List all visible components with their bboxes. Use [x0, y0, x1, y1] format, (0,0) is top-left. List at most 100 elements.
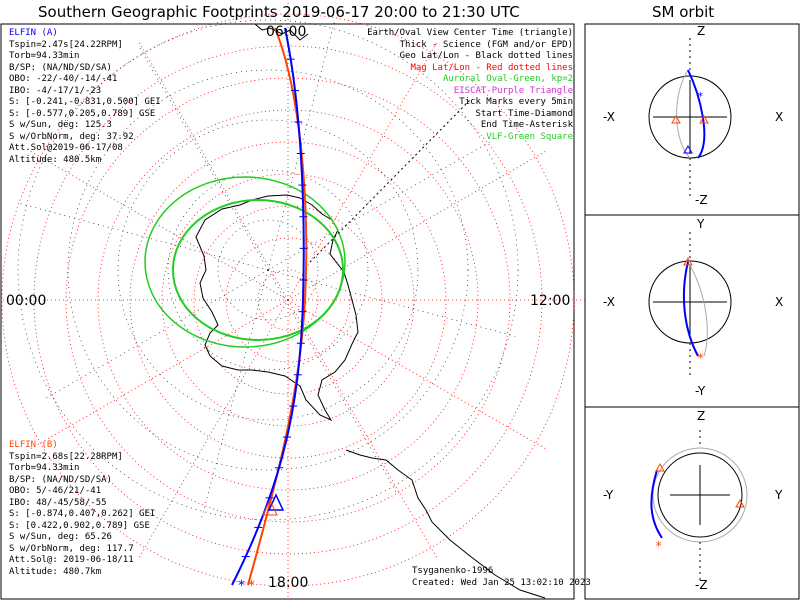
africa-coastline [254, 23, 309, 41]
sm-panel-1-left: -X [603, 110, 615, 124]
elfin-a-line: S w/OrbNorm, deg: 37.92 [9, 131, 134, 142]
geo-longitude-line [42, 269, 269, 401]
sm-panel-2-bottom: -Y [695, 384, 706, 398]
sm-panel-2-left: -X [603, 295, 615, 309]
elfin-a-line: IBO: -4/-17/1/-23 [9, 85, 102, 96]
antarctica-coastline [195, 194, 359, 422]
elfin-b-lines: Tspin=2.68s[22.28RPM] Torb=94.33min B/SP: … [9, 452, 155, 579]
mag-latitude-ring [1, 13, 575, 587]
sm-panel-2-graphics: * [648, 232, 732, 378]
sm-panel-3-bottom: -Z [695, 578, 708, 592]
sm-orbit-title: SM orbit [652, 3, 715, 21]
elfin-a-line: B/SP: (NA/ND/SD/SA) [9, 62, 112, 73]
elfin-b-line: Att.Sol@: 2019-06-18/11 [9, 555, 134, 565]
sm-panel-2-right: X [775, 295, 784, 309]
legend-item: End Time-Asterisk [480, 120, 573, 130]
legend-item: VLF-Green Square [486, 131, 573, 142]
geo-latitude-ring [217, 219, 319, 321]
legend-item: Earth/Oval View Center Time (triangle) [367, 28, 573, 38]
elfin-b-line: S w/OrbNorm, deg: 117.7 [9, 543, 134, 554]
sm-frame [584, 23, 800, 600]
time-label-bottom: 18:00 [268, 575, 309, 591]
mag-longitude-line [27, 149, 289, 301]
legend-item: Thick - Science (FGM and/or EPD) [399, 39, 573, 50]
geo-latitude-ring [117, 119, 419, 421]
elfin-b-line: B/SP: (NA/ND/SD/SA) [9, 474, 112, 485]
elfin-b-track [247, 27, 308, 586]
sm-panel-1-right: X [775, 110, 784, 124]
elfin-b-line: Altitude: 480.7km [9, 566, 102, 577]
legend-item: Start Time-Diamond [475, 108, 573, 119]
auroral-oval-outer [144, 176, 346, 348]
elfin-b-end-asterisk: * [248, 578, 255, 594]
mag-latitude-ring [129, 141, 447, 459]
auroral-ovals [144, 176, 346, 348]
time-label-top: 06:00 [266, 24, 307, 40]
elfin-a-info: ELFIN (A) Tspin=2.47s[24.22RPM] Torb=94.3… [9, 28, 161, 166]
geo-longitude-line [267, 139, 494, 271]
elfin-a-track [231, 27, 305, 586]
geo-latitude-ring [67, 69, 469, 471]
elfin-a-center-triangle [267, 493, 285, 511]
geo-latitude-ring [167, 169, 369, 371]
map-frame [0, 23, 575, 600]
sm-orbit-panels: * * [648, 38, 748, 580]
elfin-a-line: S: [-0.241,-0.831,0.500] GEI [9, 97, 161, 107]
elfin-a-line: Att.Sol@2019-06-17/08 [9, 143, 123, 153]
elfin-b-line: S w/Sun, deg: 65.26 [9, 532, 112, 542]
figure-title: Southern Geographic Footprints 2019-06-1… [38, 3, 520, 21]
legend-item: Tick Marks every 5min [459, 97, 573, 107]
credits-created: Created: Wed Jan 25 13:02:10 2023 [412, 578, 591, 588]
sm-panel-3-top: Z [697, 409, 706, 423]
elfin-b-line: Torb=94.33min [9, 463, 80, 473]
elfin-b-center-triangle [262, 498, 278, 516]
sm-panel-3-graphics: * [650, 430, 748, 580]
elfin-b-line: IBO: 48/-45/58/-55 [9, 497, 107, 508]
legend: Earth/Oval View Center Time (triangle) Th… [367, 28, 573, 143]
elfin-b-line: S: [-0.874,0.407,0.262] GEI [9, 509, 156, 519]
svg-text:*: * [697, 90, 704, 103]
elfin-a-name: ELFIN (A) [9, 28, 58, 38]
mag-latitude-ring [225, 237, 351, 363]
geo-latitude-ring [17, 19, 519, 521]
auroral-oval-inner [172, 199, 344, 341]
svg-text:*: * [655, 539, 662, 553]
sm-panel-1-top: Z [697, 24, 706, 38]
sm-panel-1-graphics: * [648, 38, 732, 196]
mag-longitude-line [287, 149, 549, 301]
south-america-coastline [345, 449, 546, 599]
elfin-a-line: Tspin=2.47s[24.22RPM] [9, 39, 123, 50]
elfin-b-line: Tspin=2.68s[22.28RPM] [9, 451, 123, 462]
legend-item: Geo Lat/Lon - Black dotted lines [399, 51, 573, 61]
mag-latitude-ring [97, 109, 479, 491]
geo-longitude-line [16, 202, 269, 271]
mag-longitude-line [287, 299, 549, 451]
mag-longitude-line [27, 299, 289, 451]
elfin-a-tick-marks [241, 58, 308, 557]
elfin-b-line: OBO: 5/-46/21/-41 [9, 486, 102, 496]
elfin-a-line: S: [-0.577,0.205,0.789] GSE [9, 108, 156, 119]
geo-longitude-line [267, 269, 399, 496]
elfin-a-line: Altitude: 480.5km [9, 154, 102, 165]
mag-longitude-line [287, 299, 439, 561]
sm-panel-3-left: -Y [603, 488, 614, 502]
legend-item: Auroral Oval-Green, kp=2 [442, 74, 573, 84]
time-label-right: 12:00 [530, 293, 571, 309]
elfin-a-line: OBO: -22/-40/-14/-41 [9, 74, 118, 84]
legend-item: Mag Lat/Lon - Red dotted lines [410, 62, 573, 73]
time-label-left: 00:00 [6, 293, 47, 309]
mag-latitude-ring [193, 205, 383, 395]
elfin-a-line: Torb=94.33min [9, 51, 80, 61]
elfin-a-lines: Tspin=2.47s[24.22RPM] Torb=94.33min B/SP: … [9, 40, 161, 167]
elfin-b-line: S: [0.422,0.902,0.789] GSE [9, 520, 150, 531]
geo-longitude-line [200, 269, 269, 522]
elfin-b-name: ELFIN (B) [9, 440, 58, 450]
mag-latitude-ring [257, 269, 319, 331]
svg-text:*: * [697, 351, 704, 365]
elfin-a-end-asterisk: * [238, 578, 245, 594]
polar-map: * * [0, 0, 588, 600]
sm-panel-3-right: Y [775, 488, 783, 502]
sm-panel-2-top: Y [697, 217, 705, 231]
elfin-b-info: ELFIN (B) Tspin=2.68s[22.28RPM] Torb=94.3… [9, 440, 155, 578]
